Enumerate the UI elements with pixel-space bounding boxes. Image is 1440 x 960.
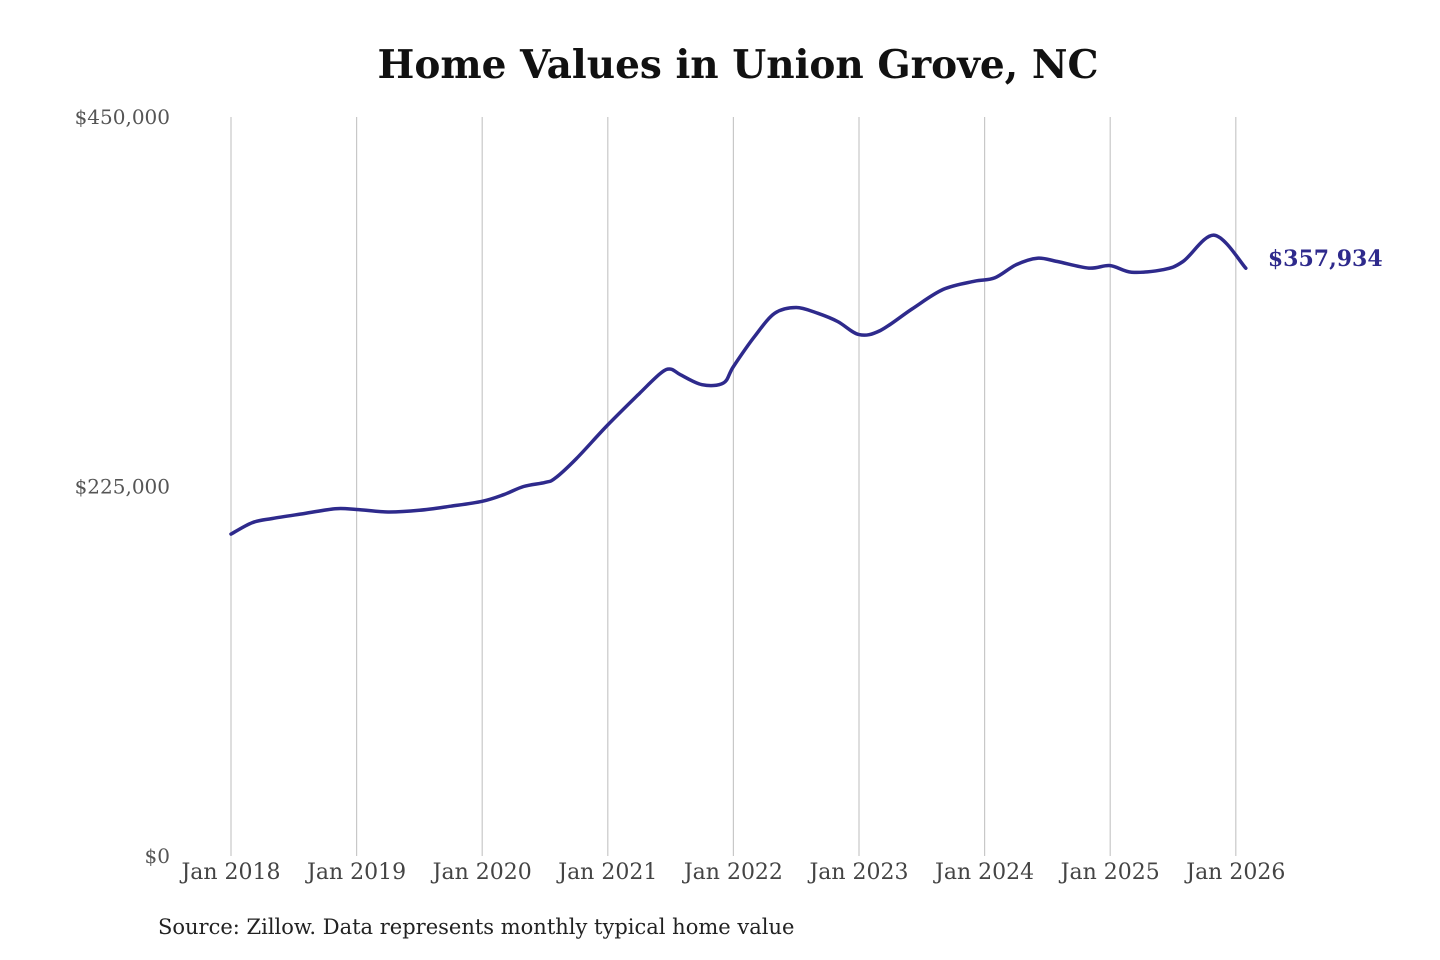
y-axis-ticks: $0 $225,000 $450,000 [75, 105, 170, 868]
y-tick-label: $450,000 [75, 105, 170, 129]
x-tick-label: Jan 2024 [933, 860, 1034, 885]
gridlines [230, 117, 1237, 856]
source-note: Source: Zillow. Data represents monthly … [158, 915, 795, 939]
x-tick-label: Jan 2019 [305, 860, 406, 885]
x-tick-label: Jan 2018 [179, 860, 280, 885]
chart-title: Home Values in Union Grove, NC [377, 42, 1099, 88]
end-value-label: $357,934 [1268, 246, 1383, 272]
x-axis-ticks: Jan 2018 Jan 2019 Jan 2020 Jan 2021 Jan 2022… [179, 860, 1285, 885]
x-tick-label: Jan 2026 [1184, 860, 1285, 885]
x-tick-label: Jan 2025 [1059, 860, 1160, 885]
x-tick-label: Jan 2021 [556, 860, 657, 885]
y-tick-label: $225,000 [75, 475, 170, 499]
x-tick-label: Jan 2022 [682, 860, 783, 885]
y-tick-label: $0 [145, 844, 170, 868]
x-tick-label: Jan 2023 [807, 860, 908, 885]
x-tick-label: Jan 2020 [431, 860, 532, 885]
series-line-home-value [229, 233, 1248, 536]
